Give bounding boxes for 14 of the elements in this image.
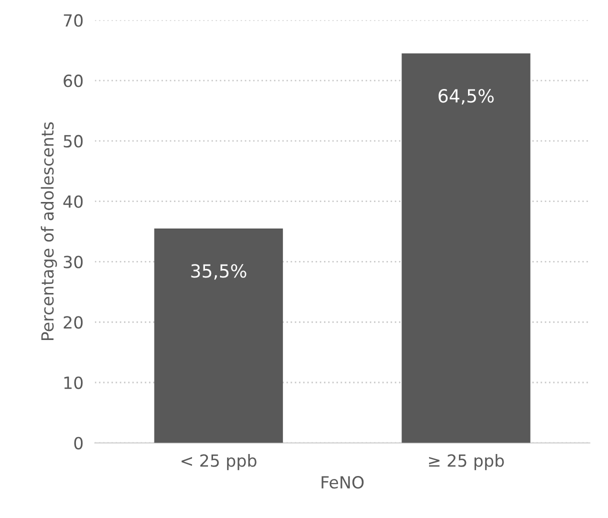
y-axis-title: Percentage of adolescents <box>40 122 57 340</box>
x-tick-label: < 25 ppb <box>182 454 256 470</box>
y-tick-label: 10 <box>64 376 83 390</box>
y-tick-label: 60 <box>64 74 83 88</box>
y-tick-label: 70 <box>64 14 83 27</box>
y-tick-label: 0 <box>74 436 83 450</box>
data-label: 64,5% <box>438 89 494 105</box>
y-tick-label: 20 <box>64 316 83 329</box>
y-tick-label: 40 <box>63 195 83 208</box>
data-label: 35,5% <box>191 264 246 280</box>
x-tick-label: ≥ 25 ppb <box>429 454 504 470</box>
x-axis-title: FeNO <box>322 476 364 489</box>
y-tick-label: 30 <box>64 256 83 268</box>
y-tick-label: 50 <box>64 134 83 148</box>
